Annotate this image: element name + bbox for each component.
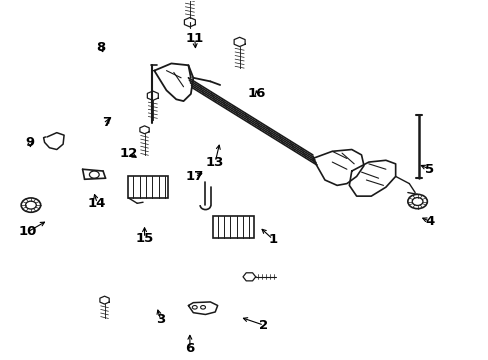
Text: 15: 15 [135, 231, 153, 244]
Text: 1: 1 [268, 233, 277, 246]
Text: 9: 9 [25, 136, 35, 149]
Text: 11: 11 [185, 32, 203, 45]
Text: 10: 10 [18, 225, 37, 238]
Text: 2: 2 [259, 319, 268, 332]
Text: 7: 7 [102, 116, 111, 129]
Text: 8: 8 [96, 41, 105, 54]
Text: 3: 3 [156, 313, 165, 327]
Text: 5: 5 [425, 163, 433, 176]
Bar [212, 216, 254, 238]
Text: 17: 17 [185, 170, 203, 183]
Text: 6: 6 [185, 342, 194, 355]
Text: 14: 14 [88, 197, 106, 210]
Text: 16: 16 [247, 87, 265, 100]
Text: 4: 4 [424, 215, 433, 228]
Bar [128, 176, 168, 198]
Text: 12: 12 [119, 147, 137, 159]
Text: 13: 13 [205, 156, 224, 168]
